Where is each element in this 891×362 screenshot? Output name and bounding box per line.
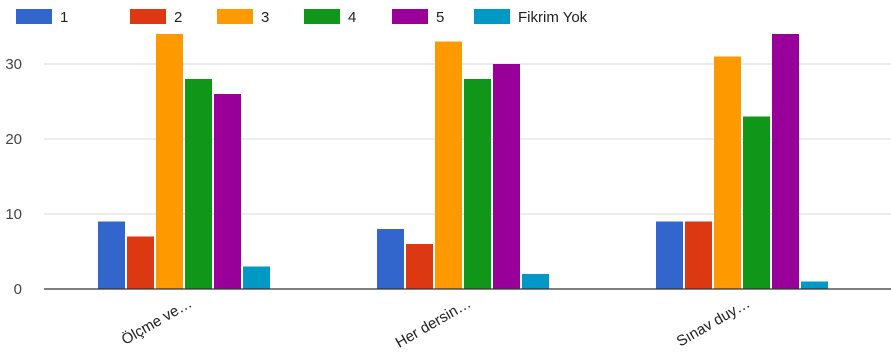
legend-label-2: 3 — [261, 9, 269, 26]
legend-label-3: 4 — [348, 9, 356, 26]
legend-label-1: 2 — [174, 9, 182, 26]
y-tick-label-30: 30 — [5, 56, 22, 73]
legend-label-4: 5 — [436, 9, 444, 26]
bar-2-series-5 — [801, 281, 828, 289]
legend-swatch-4 — [392, 9, 428, 24]
y-tick-label-0: 0 — [14, 281, 22, 298]
bar-2-series-0 — [656, 221, 683, 289]
bar-1-series-2 — [435, 41, 462, 289]
bar-0-series-3 — [185, 79, 212, 289]
legend-label-0: 1 — [60, 9, 68, 26]
y-tick-label-10: 10 — [5, 206, 22, 223]
legend-label-5: Fikrim Yok — [518, 9, 588, 26]
bar-0-series-0 — [98, 221, 125, 289]
x-axis: Ölçme ve… Her dersin… Sınav duy… — [44, 288, 891, 352]
x-tick-label-2: Sınav duy… — [674, 295, 753, 351]
bars — [98, 34, 828, 289]
legend-swatch-5 — [474, 9, 510, 24]
bar-0-series-5 — [243, 266, 270, 289]
bar-0-series-1 — [127, 236, 154, 289]
legend-swatch-0 — [16, 9, 52, 24]
bar-1-series-4 — [493, 64, 520, 289]
x-tick-label-0: Ölçme ve… — [118, 294, 195, 349]
bar-0-series-4 — [214, 94, 241, 289]
bar-1-series-1 — [406, 244, 433, 289]
x-tick-label-1: Her dersin… — [393, 295, 474, 352]
y-tick-label-20: 20 — [5, 131, 22, 148]
bar-2-series-4 — [772, 34, 799, 289]
legend-swatch-3 — [304, 9, 340, 24]
y-axis: 0 10 20 30 — [5, 56, 22, 298]
bar-1-series-0 — [377, 229, 404, 289]
bar-0-series-2 — [156, 34, 183, 289]
bar-1-series-3 — [464, 79, 491, 289]
legend: 1 2 3 4 5 Fikrim Yok — [16, 9, 588, 26]
bar-2-series-2 — [714, 56, 741, 289]
bar-2-series-3 — [743, 116, 770, 289]
bar-1-series-5 — [522, 274, 549, 289]
legend-swatch-1 — [130, 9, 166, 24]
bar-2-series-1 — [685, 221, 712, 289]
legend-swatch-2 — [217, 9, 253, 24]
